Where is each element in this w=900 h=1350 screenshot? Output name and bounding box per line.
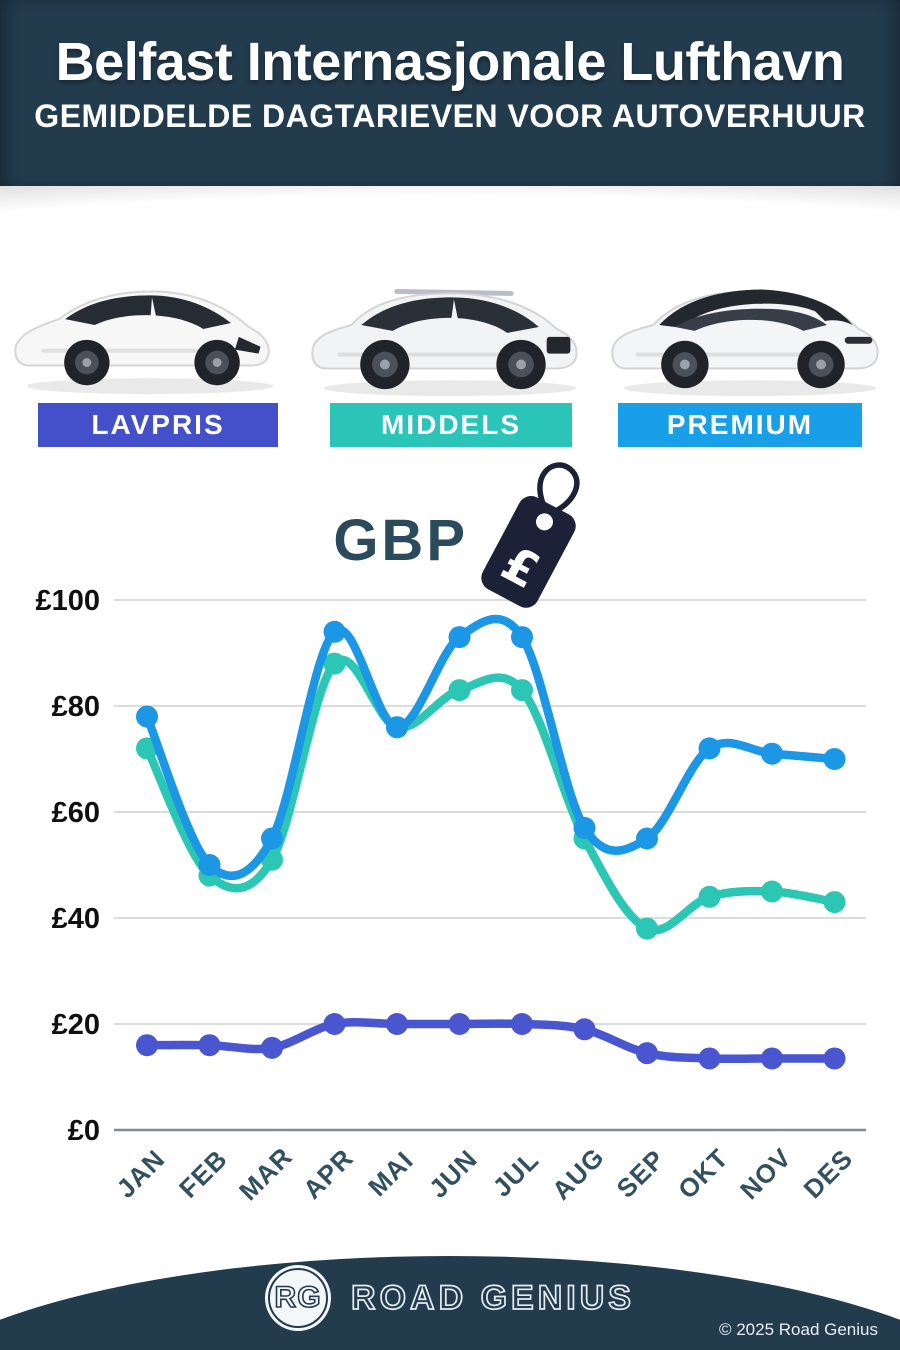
x-tick-label: FEB (173, 1144, 233, 1204)
data-point-premium (511, 626, 533, 649)
data-point-lavpris (511, 1013, 533, 1035)
data-point-lavpris (136, 1034, 158, 1057)
series-line-lavpris (142, 1018, 839, 1064)
suv-car-icon (311, 289, 578, 397)
tier-label-lavpris: LAVPRIS (38, 403, 278, 447)
data-point-middels (448, 679, 471, 702)
data-point-lavpris (261, 1036, 283, 1059)
data-point-lavpris (573, 1018, 596, 1041)
y-tick-label: £0 (68, 1115, 100, 1147)
data-point-premium (261, 827, 283, 850)
x-tick-label: JUL (487, 1145, 545, 1203)
header-banner: Belfast Internasjonale Lufthavn GEMIDDEL… (0, 0, 900, 186)
x-tick-label: NOV (734, 1142, 797, 1205)
tag-string (537, 462, 580, 516)
tier-label-middels-text: MIDDELS (381, 409, 521, 440)
tier-label-lavpris-text: LAVPRIS (91, 409, 225, 440)
tier-label-middels: MIDDELS (330, 403, 572, 447)
tier-label-premium-text: PREMIUM (666, 409, 814, 440)
data-point-premium (386, 716, 408, 739)
x-tick-label: SEP (611, 1144, 671, 1204)
x-tick-label: MAR (233, 1141, 298, 1206)
data-point-premium (823, 748, 846, 770)
y-tick-label: £80 (52, 691, 100, 723)
tag-body: £ (481, 495, 576, 608)
currency-code: GBP (333, 508, 468, 573)
page-title: Belfast Internasjonale Lufthavn (55, 32, 845, 92)
series-line-middels (142, 655, 839, 935)
data-point-lavpris (823, 1047, 846, 1070)
data-point-premium (698, 737, 721, 760)
data-point-middels (323, 652, 346, 675)
price-tag-icon: £ (448, 456, 608, 624)
y-tick-label: £100 (35, 585, 100, 617)
data-point-premium (198, 854, 221, 876)
data-point-lavpris (323, 1013, 346, 1035)
x-tick-label: AUG (546, 1142, 610, 1206)
data-point-lavpris (636, 1042, 658, 1065)
header-divider-gradient (0, 186, 900, 252)
data-point-premium (136, 705, 158, 728)
x-tick-label: OKT (672, 1143, 734, 1205)
y-tick-label: £60 (52, 797, 100, 829)
data-point-premium (636, 827, 658, 850)
data-point-middels (761, 880, 783, 903)
series-line-premium (142, 614, 839, 880)
brand-name: ROAD GENIUS (350, 1278, 635, 1318)
premium-suv-car-icon (611, 289, 879, 397)
data-point-lavpris (386, 1013, 408, 1035)
midsize-car-image (300, 252, 600, 400)
logo-circle-badge: RG (265, 1265, 332, 1331)
y-tick-label: £20 (52, 1009, 100, 1041)
road-genius-logo: RG ROAD GENIUS (0, 1262, 900, 1334)
premium-car-image (600, 252, 900, 400)
data-point-middels (698, 885, 721, 908)
economy-car-image (0, 252, 300, 400)
data-point-lavpris (198, 1034, 221, 1057)
data-point-middels (511, 679, 533, 702)
data-point-lavpris (761, 1047, 783, 1070)
data-point-premium (448, 626, 471, 649)
data-point-premium (573, 816, 596, 839)
page-subtitle: GEMIDDELDE DAGTARIEVEN VOOR AUTOVERHUUR (34, 97, 866, 134)
x-tick-label: APR (297, 1143, 359, 1205)
y-tick-label: £40 (52, 903, 100, 935)
copyright-text: © 2025 Road Genius (718, 1320, 878, 1339)
data-point-lavpris (448, 1013, 471, 1035)
tier-label-premium: PREMIUM (618, 403, 862, 447)
logo-initials: RG (274, 1280, 322, 1315)
data-point-lavpris (698, 1047, 721, 1070)
x-tick-label: JUN (423, 1144, 483, 1204)
x-tick-label: MAI (362, 1145, 419, 1202)
data-point-middels (823, 891, 846, 914)
data-point-middels (636, 917, 658, 940)
x-tick-label: DES (798, 1143, 859, 1204)
data-point-premium (323, 620, 346, 643)
data-point-premium (761, 742, 783, 765)
hatchback-car-icon (14, 290, 274, 395)
x-tick-label: JAN (111, 1144, 171, 1204)
